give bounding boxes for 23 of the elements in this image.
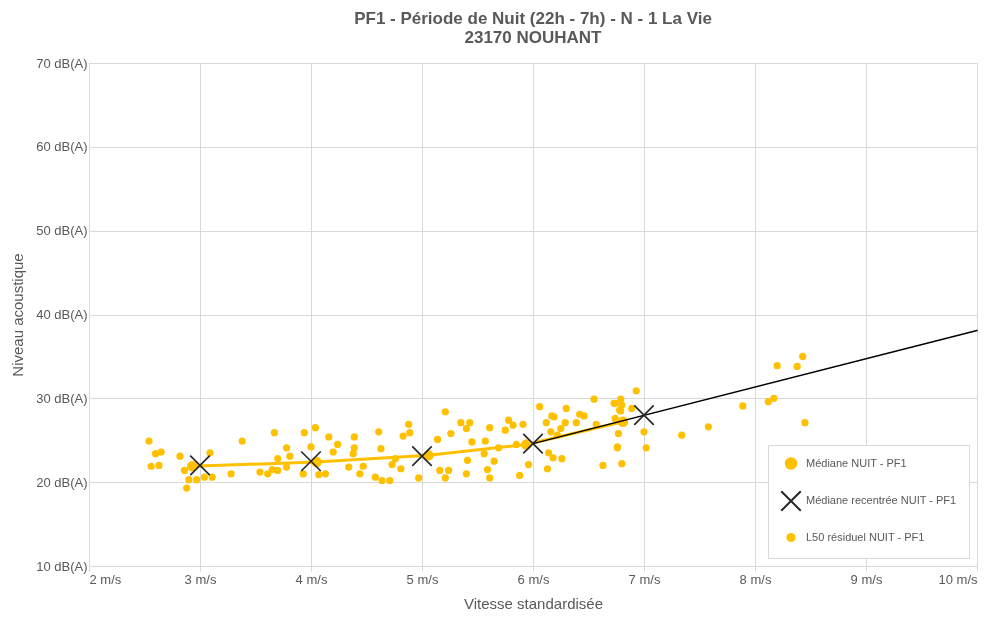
x-tick-label: 4 m/s	[295, 571, 328, 587]
y-tick-label: 20 dB(A)	[36, 474, 88, 490]
x-tick-label: 6 m/s	[517, 571, 550, 587]
y-axis-title: Niveau acoustique	[9, 253, 27, 377]
legend-label: Médiane recentrée NUIT - PF1	[806, 494, 957, 506]
x-tick-label: 10 m/s	[938, 571, 978, 587]
y-tick-label: 60 dB(A)	[36, 139, 88, 155]
y-tick-label: 30 dB(A)	[36, 390, 88, 406]
text: PF1 - Période de Nuit (22h - 7h) - N - 1 La Vie	[354, 9, 712, 28]
y-tick-label: 50 dB(A)	[36, 223, 88, 239]
x-tick-label: 9 m/s	[850, 571, 883, 587]
x-tick-label: 7 m/s	[628, 571, 661, 587]
x-axis-title: Vitesse standardisée	[464, 594, 603, 612]
x-tick-label: 3 m/s	[184, 571, 217, 587]
y-tick-label: 70 dB(A)	[36, 55, 88, 71]
y-tick-label: 10 dB(A)	[36, 558, 88, 574]
text: 23170 NOUHANT	[464, 28, 602, 47]
y-tick-label: 40 dB(A)	[36, 307, 88, 322]
x-tick-label: 2 m/s	[89, 571, 122, 587]
legend-label: Médiane NUIT - PF1	[806, 456, 907, 469]
x-tick-label: 5 m/s	[406, 571, 439, 587]
x-tick-label: 8 m/s	[739, 571, 772, 587]
legend-label: L50 résiduel NUIT - PF1	[806, 530, 925, 543]
